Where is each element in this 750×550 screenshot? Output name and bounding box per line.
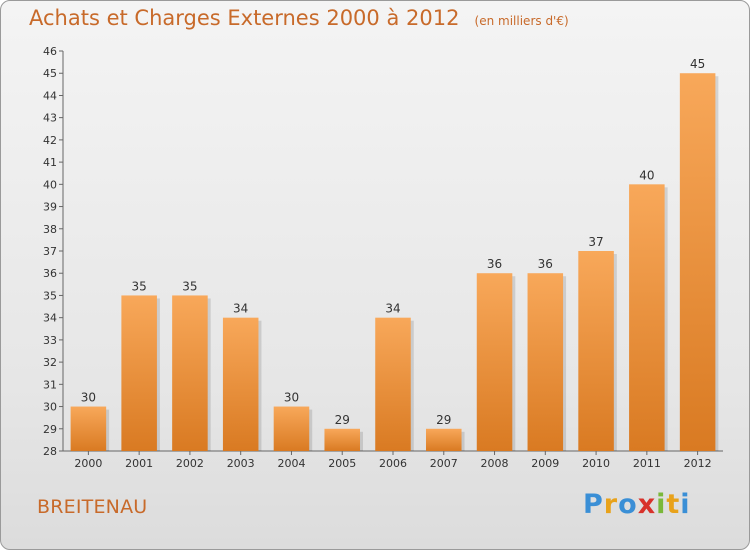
- y-tick-label: 41: [43, 156, 57, 169]
- x-tick-label: 2012: [684, 457, 712, 470]
- data-label: 45: [690, 57, 705, 71]
- data-label: 30: [284, 391, 299, 405]
- y-tick-label: 28: [43, 445, 57, 458]
- x-tick-label: 2004: [277, 457, 305, 470]
- x-tick-label: 2000: [74, 457, 102, 470]
- y-tick-label: 31: [43, 378, 57, 391]
- bar: [527, 273, 564, 451]
- logo-letter: P: [583, 489, 604, 520]
- data-label: 37: [588, 235, 603, 249]
- logo-letter: i: [656, 489, 667, 520]
- bar: [578, 251, 614, 451]
- title-block: Achats et Charges Externes 2000 à 2012 (…: [29, 6, 569, 30]
- logo-letter: r: [603, 489, 619, 520]
- y-tick-label: 34: [43, 312, 57, 325]
- x-tick-label: 2010: [582, 457, 610, 470]
- data-label: 30: [81, 391, 96, 405]
- logo-letter: i: [680, 489, 691, 520]
- y-tick-label: 37: [43, 245, 57, 258]
- x-tick-label: 2002: [176, 457, 204, 470]
- logo-letter: t: [666, 489, 681, 520]
- data-label: 35: [182, 279, 197, 293]
- x-tick-label: 2007: [430, 457, 458, 470]
- bar: [70, 406, 107, 451]
- x-tick-label: 2006: [379, 457, 407, 470]
- commune-name: BREITENAU: [37, 496, 148, 518]
- y-tick-label: 32: [43, 356, 57, 369]
- logo-letter: o: [618, 489, 638, 520]
- x-tick-label: 2011: [633, 457, 661, 470]
- bar: [222, 317, 259, 451]
- data-label: 29: [436, 413, 451, 427]
- bar: [172, 295, 208, 451]
- chart-unit: (en milliers d'€): [474, 14, 569, 28]
- data-label: 40: [639, 168, 654, 182]
- y-tick-label: 38: [43, 223, 57, 236]
- y-tick-label: 40: [43, 178, 57, 191]
- y-tick-label: 44: [43, 89, 57, 102]
- x-tick-label: 2005: [328, 457, 356, 470]
- data-label: 29: [335, 413, 350, 427]
- bar: [273, 406, 310, 451]
- bar: [426, 428, 462, 451]
- bar: [679, 73, 716, 451]
- bar: [324, 428, 360, 451]
- bar: [476, 273, 513, 451]
- bar: [629, 184, 665, 452]
- y-tick-label: 33: [43, 334, 57, 347]
- y-tick-label: 45: [43, 67, 57, 80]
- y-tick-label: 30: [43, 401, 57, 414]
- y-tick-label: 42: [43, 134, 57, 147]
- chart-title: Achats et Charges Externes 2000 à 2012: [29, 6, 460, 30]
- y-tick-label: 29: [43, 423, 57, 436]
- data-label: 36: [487, 257, 502, 271]
- bar: [375, 317, 411, 451]
- x-tick-label: 2008: [481, 457, 509, 470]
- logo-letter: x: [637, 489, 657, 520]
- y-tick-label: 35: [43, 289, 57, 302]
- x-tick-label: 2003: [227, 457, 255, 470]
- data-label: 36: [538, 257, 553, 271]
- data-label: 35: [132, 279, 147, 293]
- y-tick-label: 36: [43, 267, 57, 280]
- y-tick-label: 46: [43, 45, 57, 58]
- y-tick-label: 39: [43, 201, 57, 214]
- y-tick-label: 43: [43, 112, 57, 125]
- x-tick-label: 2009: [531, 457, 559, 470]
- data-label: 34: [233, 302, 248, 316]
- bar: [121, 295, 157, 451]
- data-label: 34: [385, 302, 400, 316]
- x-tick-label: 2001: [125, 457, 153, 470]
- proxiti-logo[interactable]: Proxiti: [583, 489, 691, 520]
